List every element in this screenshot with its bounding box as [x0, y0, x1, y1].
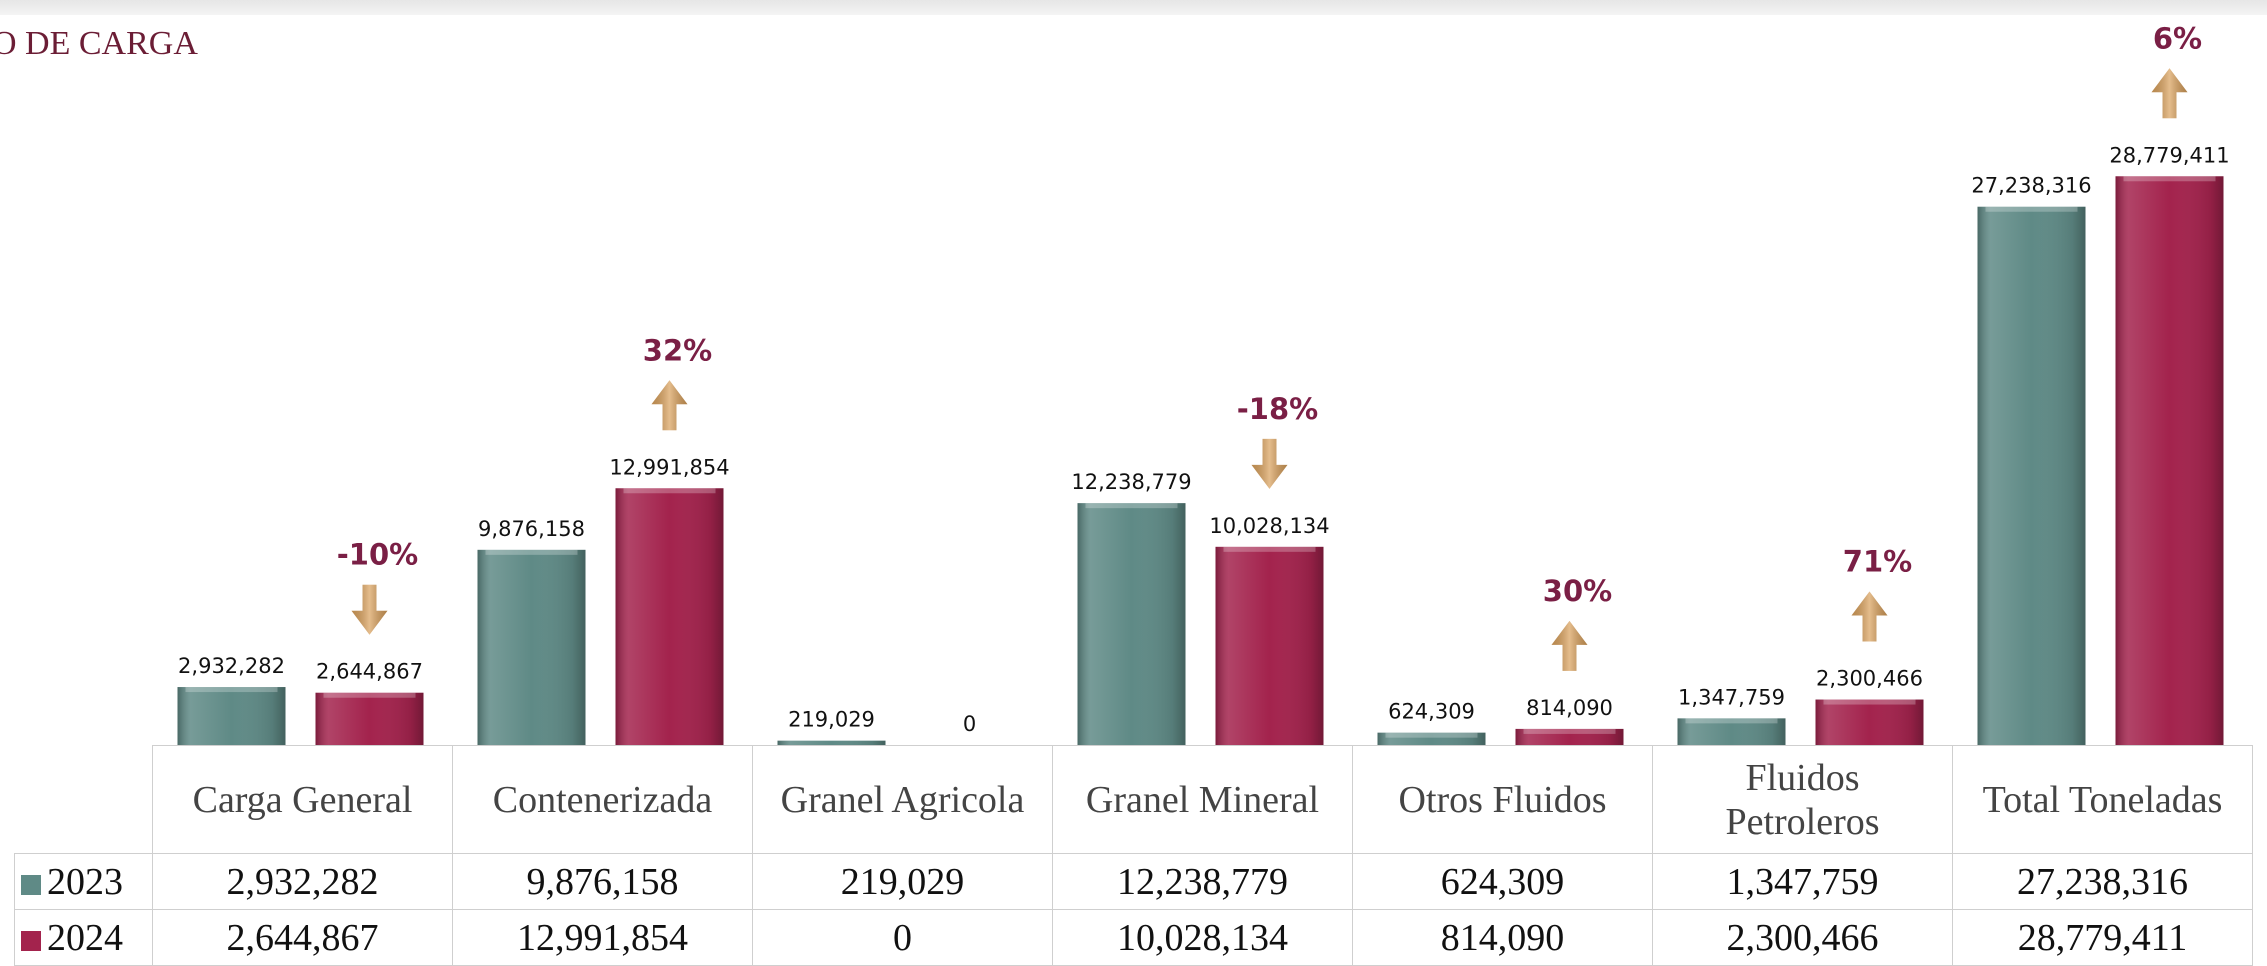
value-label: 12,238,779 — [1071, 470, 1191, 494]
table-value: 2,300,466 — [1652, 909, 1953, 966]
table-value: 219,029 — [752, 853, 1053, 910]
bar-shade — [2115, 176, 2224, 745]
bar-cap — [1985, 206, 2078, 212]
value-label: 28,779,411 — [2109, 143, 2229, 167]
bar-shade — [315, 692, 424, 745]
value-label: 2,644,867 — [316, 660, 423, 684]
value-label: 1,347,759 — [1678, 685, 1785, 709]
bar-shade — [1815, 699, 1924, 745]
value-label: 624,309 — [1388, 700, 1475, 724]
legend-swatch — [21, 930, 41, 951]
table-value: 12,991,854 — [452, 909, 753, 966]
legend-cell: 2024 — [14, 909, 153, 966]
table-value: 2,644,867 — [152, 909, 453, 966]
category-label: Fluidos Petroleros — [1652, 745, 1953, 854]
table-value: 9,876,158 — [452, 853, 753, 910]
value-label: 9,876,158 — [478, 517, 585, 541]
change-label: -10% — [337, 538, 418, 572]
bar-cap — [2123, 176, 2216, 182]
category-label: Contenerizada — [452, 745, 753, 854]
value-label: 2,932,282 — [178, 654, 285, 678]
bar-cap — [623, 488, 716, 494]
top-band — [0, 0, 2267, 15]
table-row: 2023 2,932,282 9,876,158 219,029 12,238,779 6… — [14, 853, 2253, 910]
value-label: 2,300,466 — [1816, 667, 1923, 691]
table-value: 0 — [752, 909, 1053, 966]
change-label: 30% — [1543, 574, 1612, 608]
bar-cap — [1685, 718, 1778, 724]
legend-label: 2023 — [47, 860, 123, 903]
bar-cap — [485, 549, 578, 555]
bar-cap — [1223, 546, 1316, 552]
table-value: 624,309 — [1352, 853, 1653, 910]
bar-shade — [615, 488, 724, 745]
bar-cap — [1523, 728, 1616, 734]
data-table: Carga General Contenerizada Granel Agricol… — [14, 745, 2253, 966]
table-header-row: Carga General Contenerizada Granel Agricol… — [14, 745, 2253, 854]
bar-cap — [185, 687, 278, 693]
bar-cap — [1385, 732, 1478, 738]
bar-shade — [1377, 732, 1486, 745]
bar-cap — [1823, 699, 1916, 705]
table-corner — [14, 745, 153, 854]
table-value: 12,238,779 — [1052, 853, 1353, 910]
bar-shade — [777, 740, 886, 745]
change-arrow-shade — [651, 380, 688, 431]
change-label: 71% — [1843, 545, 1912, 579]
value-label: 10,028,134 — [1209, 514, 1329, 538]
table-value: 814,090 — [1352, 909, 1653, 966]
bar-shade — [1215, 546, 1324, 745]
value-label: 27,238,316 — [1971, 174, 2091, 198]
legend-swatch — [21, 874, 41, 895]
value-label: 0 — [963, 712, 976, 736]
value-label: 814,090 — [1526, 696, 1613, 720]
bar-shade — [1515, 728, 1624, 745]
value-label: 12,991,854 — [609, 455, 729, 479]
bar-shade — [1677, 718, 1786, 745]
table-value: 27,238,316 — [1952, 853, 2253, 910]
change-label: -18% — [1237, 392, 1318, 426]
table-value: 2,932,282 — [152, 853, 453, 910]
bar-cap — [1085, 503, 1178, 509]
change-label: 32% — [643, 333, 712, 367]
chart-title: O DE CARGA — [0, 25, 198, 62]
bar-cap — [323, 692, 416, 698]
category-label: Otros Fluidos — [1352, 745, 1653, 854]
change-arrow-shade — [1851, 591, 1888, 642]
bar-shade — [1977, 206, 2086, 745]
bar-shade — [477, 549, 586, 745]
table-value: 1,347,759 — [1652, 853, 1953, 910]
legend-cell: 2023 — [14, 853, 153, 910]
bar-shade — [1077, 503, 1186, 745]
table-value: 10,028,134 — [1052, 909, 1353, 966]
legend-label: 2024 — [47, 916, 123, 959]
category-label: Carga General — [152, 745, 453, 854]
change-arrow-shade — [2151, 68, 2188, 119]
table-row: 2024 2,644,867 12,991,854 0 10,028,134 814,09… — [14, 909, 2253, 966]
category-label: Total Toneladas — [1952, 745, 2253, 854]
change-arrow-shade — [1251, 438, 1288, 489]
category-label: Granel Agricola — [752, 745, 1053, 854]
change-arrow-shade — [1551, 620, 1588, 671]
table-value: 28,779,411 — [1952, 909, 2253, 966]
bar-shade — [177, 687, 286, 745]
category-label: Granel Mineral — [1052, 745, 1353, 854]
value-label: 219,029 — [788, 708, 875, 732]
change-label: 6% — [2153, 21, 2202, 55]
change-arrow-shade — [351, 584, 388, 635]
